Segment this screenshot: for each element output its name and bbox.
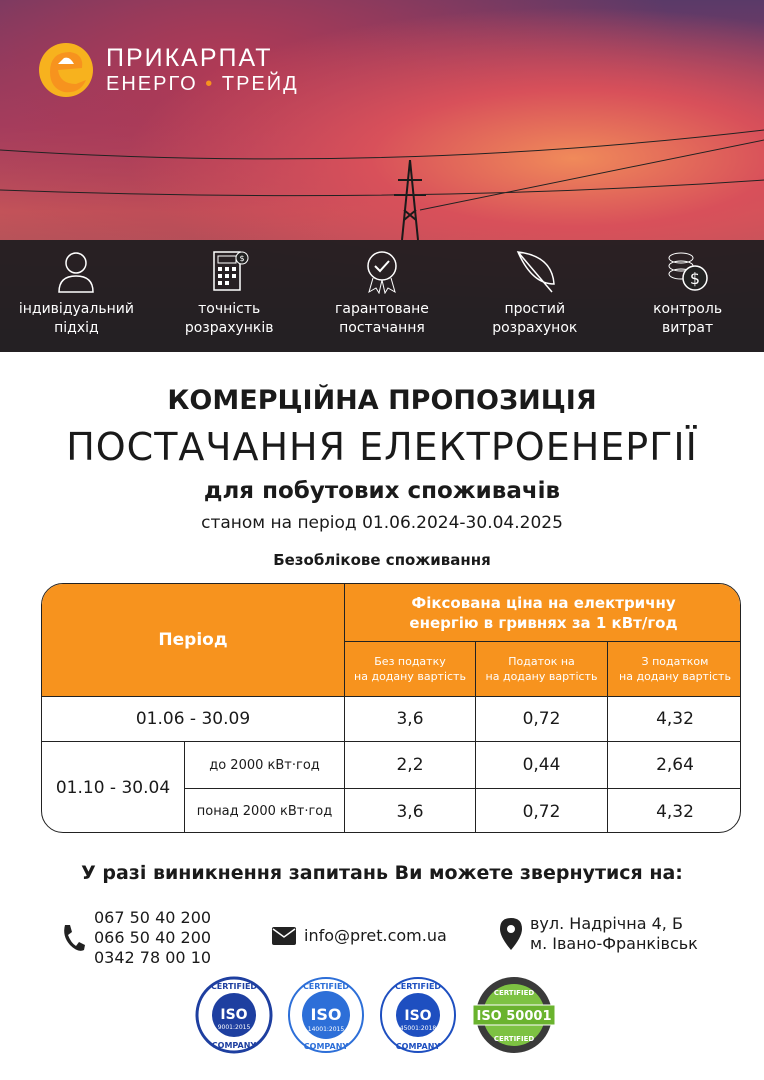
svg-text:9001:2015: 9001:2015: [218, 1024, 251, 1031]
email-link[interactable]: info@pret.com.ua: [304, 926, 447, 945]
power-lines: [0, 129, 764, 211]
feature-label: індивідуальний: [18, 301, 134, 317]
price-header-line: Фіксована ціна на електричну: [411, 593, 676, 612]
brand-logo: ПРИКАРПАТ ЕНЕРГО • ТРЕЙД: [36, 40, 299, 100]
feature-label: гарантоване: [335, 301, 429, 317]
tier-over-2000: понад 2000 кВт·год: [184, 788, 344, 832]
offer-title: ПОСТАЧАННЯ ЕЛЕКТРОЕНЕРГІЇ: [66, 425, 698, 469]
period-header: Період: [42, 584, 344, 696]
phone-number[interactable]: 066 50 40 200: [94, 928, 212, 947]
svg-text:CERTIFIED: CERTIFIED: [211, 982, 257, 991]
iso-50001-badge: CERTIFIED ISO 50001 CERTIFIED: [472, 977, 556, 1053]
price-cell: 0,72: [475, 788, 607, 832]
brand-dot: •: [197, 73, 222, 95]
email-block: info@pret.com.ua: [272, 926, 447, 946]
offer-heading: КОМЕРЦІЙНА ПРОПОЗИЦІЯ: [167, 385, 597, 416]
svg-text:45001:2018: 45001:2018: [400, 1025, 437, 1032]
feature-label: контроль: [653, 301, 723, 317]
address-city: м. Івано-Франківськ: [530, 934, 698, 953]
price-header-line: енергію в гривнях за 1 кВт/год: [409, 613, 678, 632]
offer-period: станом на період 01.06.2024-30.04.2025: [201, 513, 563, 533]
price-cell: 0,44: [475, 741, 607, 788]
feature-accuracy: $ точність розрахунків: [153, 240, 306, 352]
col-header-vat: Податок на на додану вартість: [475, 641, 607, 696]
feature-cost-control: $ контроль витрат: [611, 240, 764, 352]
svg-text:CERTIFIED: CERTIFIED: [494, 1035, 535, 1043]
price-header: Фіксована ціна на електричну енергію в гр…: [344, 584, 740, 641]
svg-text:ISO 50001: ISO 50001: [476, 1009, 551, 1024]
period-summer: 01.06 - 30.09: [42, 696, 344, 741]
feature-label: точність: [198, 301, 261, 317]
price-cell: 3,6: [344, 788, 475, 832]
address-street: вул. Надрічна 4, Б: [530, 914, 683, 933]
svg-text:CERTIFIED: CERTIFIED: [303, 982, 349, 991]
iso-14001-badge: CERTIFIED ISO 14001:2015 COMPANY: [288, 977, 364, 1053]
phone-icon: [64, 925, 85, 951]
col-header-no-vat: Без податку на додану вартість: [344, 641, 475, 696]
feature-label: розрахунків: [184, 320, 274, 336]
col-header-line: Без податку: [374, 655, 446, 668]
feature-individual: індивідуальний підхід: [0, 240, 153, 352]
tier-under-2000: до 2000 кВт·год: [184, 741, 344, 788]
feature-label: розрахунок: [492, 320, 578, 336]
feather-icon: [516, 251, 555, 293]
col-header-line: на додану вартість: [619, 670, 731, 683]
price-cell: 0,72: [475, 696, 607, 741]
col-header-line: на додану вартість: [485, 670, 598, 683]
brand-name: ПРИКАРПАТ: [106, 44, 273, 72]
feature-label: підхід: [54, 320, 99, 336]
contact-question: У разі виникнення запитань Ви можете зве…: [81, 862, 683, 884]
feature-label: простий: [504, 301, 566, 317]
col-header-line: Податок на: [508, 655, 575, 668]
coins-icon: $: [668, 252, 708, 291]
col-header-with-vat: З податком на додану вартість: [607, 641, 740, 696]
table-caption: Безоблікове споживання: [273, 551, 491, 569]
svg-text:COMPANY: COMPANY: [396, 1042, 441, 1051]
svg-text:$: $: [240, 254, 245, 263]
brand-subname: ЕНЕРГО • ТРЕЙД: [106, 72, 299, 96]
price-cell: 4,32: [607, 696, 740, 741]
price-cell: 2,2: [344, 741, 475, 788]
brand-sub-part2: ТРЕЙД: [221, 73, 299, 95]
price-cell: 4,32: [607, 788, 740, 832]
offer-audience: для побутових споживачів: [203, 478, 561, 504]
calculator-icon: $: [213, 251, 249, 291]
feature-simple: простий розрахунок: [458, 240, 611, 352]
col-header-line: З податком: [641, 655, 709, 668]
svg-text:ISO: ISO: [310, 1005, 341, 1024]
svg-text:COMPANY: COMPANY: [212, 1041, 257, 1050]
brand-sub-part1: ЕНЕРГО: [106, 73, 198, 95]
svg-text:COMPANY: COMPANY: [304, 1042, 349, 1051]
envelope-icon: [272, 927, 296, 945]
certificate-badge-icon: [367, 251, 397, 294]
price-cell: 2,64: [607, 741, 740, 788]
person-icon: [58, 252, 95, 293]
price-table: Період Фіксована ціна на електричну енерг…: [41, 583, 741, 833]
svg-text:CERTIFIED: CERTIFIED: [395, 982, 441, 991]
svg-text:ISO: ISO: [220, 1007, 247, 1023]
phone-number[interactable]: 0342 78 00 10: [94, 948, 212, 967]
feature-guaranteed: гарантоване постачання: [306, 240, 459, 352]
svg-text:$: $: [689, 269, 699, 288]
price-cell: 3,6: [344, 696, 475, 741]
phone-block: 067 50 40 200 066 50 40 200 0342 78 00 1…: [60, 908, 211, 968]
svg-text:ISO: ISO: [404, 1008, 431, 1024]
features-strip: індивідуальний підхід $ точність розрахунк…: [0, 240, 764, 352]
col-header-line: на додану вартість: [354, 670, 466, 683]
svg-text:14001:2015: 14001:2015: [308, 1026, 345, 1033]
location-pin-icon: [500, 918, 522, 950]
logo-e-icon: [39, 43, 93, 97]
svg-text:CERTIFIED: CERTIFIED: [494, 989, 535, 997]
period-winter: 01.10 - 30.04: [42, 741, 184, 832]
feature-label: постачання: [339, 320, 425, 336]
feature-label: витрат: [662, 320, 714, 336]
phone-number[interactable]: 067 50 40 200: [94, 908, 212, 927]
certification-badges: CERTIFIED ISO 9001:2015 COMPANY CERTIFIED IS…: [195, 975, 557, 1055]
